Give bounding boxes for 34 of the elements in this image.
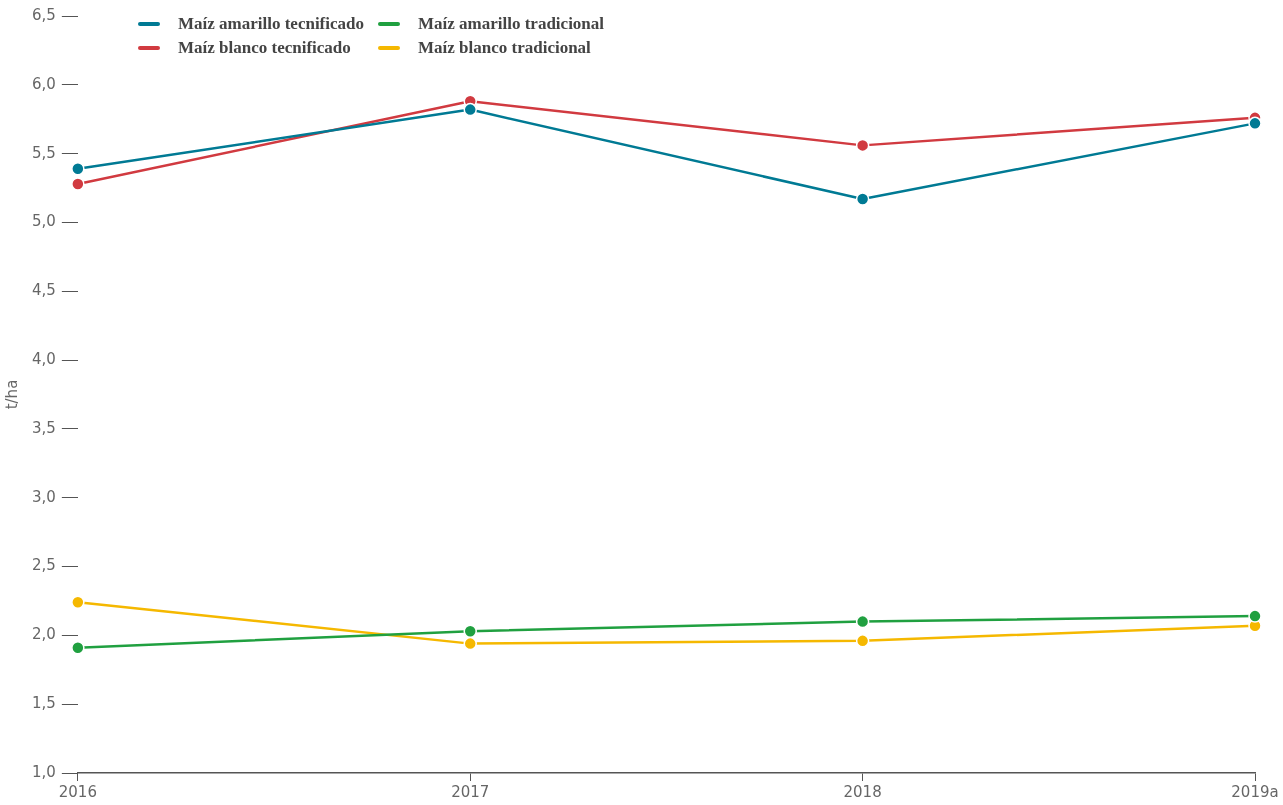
- legend-label: Maíz amarillo tecnificado: [178, 14, 365, 34]
- y-tick-label: 5,5: [32, 143, 56, 162]
- point: [855, 634, 870, 648]
- point: [71, 641, 85, 655]
- point: [71, 595, 85, 610]
- y-tick-label: 2,0: [32, 625, 56, 644]
- point: [71, 162, 85, 176]
- legend-label: Maíz blanco tecnificado: [178, 38, 351, 58]
- y-tick-label: 6,5: [32, 5, 56, 24]
- point: [1248, 116, 1262, 131]
- y-tick-label: 3,0: [32, 487, 56, 506]
- x-tick-label: 2019a: [1231, 782, 1279, 801]
- point: [1248, 609, 1262, 623]
- point: [463, 102, 477, 117]
- point: [855, 192, 870, 206]
- point: [463, 636, 477, 651]
- legend-label: Maíz blanco tradicional: [418, 38, 591, 58]
- y-tick-label: 4,5: [32, 281, 56, 300]
- y-tick-label: 3,5: [32, 418, 56, 437]
- point: [855, 614, 870, 629]
- y-tick-label: 6,0: [32, 74, 56, 93]
- y-tick-label: 1,0: [32, 762, 56, 781]
- y-tick-label: 2,5: [32, 556, 56, 575]
- x-tick-label: 2018: [843, 782, 882, 801]
- point: [463, 624, 477, 638]
- y-tick-label: 1,5: [32, 694, 56, 713]
- point: [71, 177, 85, 191]
- legend-label: Maíz amarillo tradicional: [418, 14, 605, 34]
- x-tick-label: 2017: [451, 782, 490, 801]
- y-axis-title: t/ha: [2, 379, 21, 410]
- x-tick-label: 2016: [58, 782, 97, 801]
- y-tick-label: 4,0: [32, 349, 56, 368]
- y-tick-label: 5,0: [32, 212, 56, 231]
- point: [855, 138, 870, 153]
